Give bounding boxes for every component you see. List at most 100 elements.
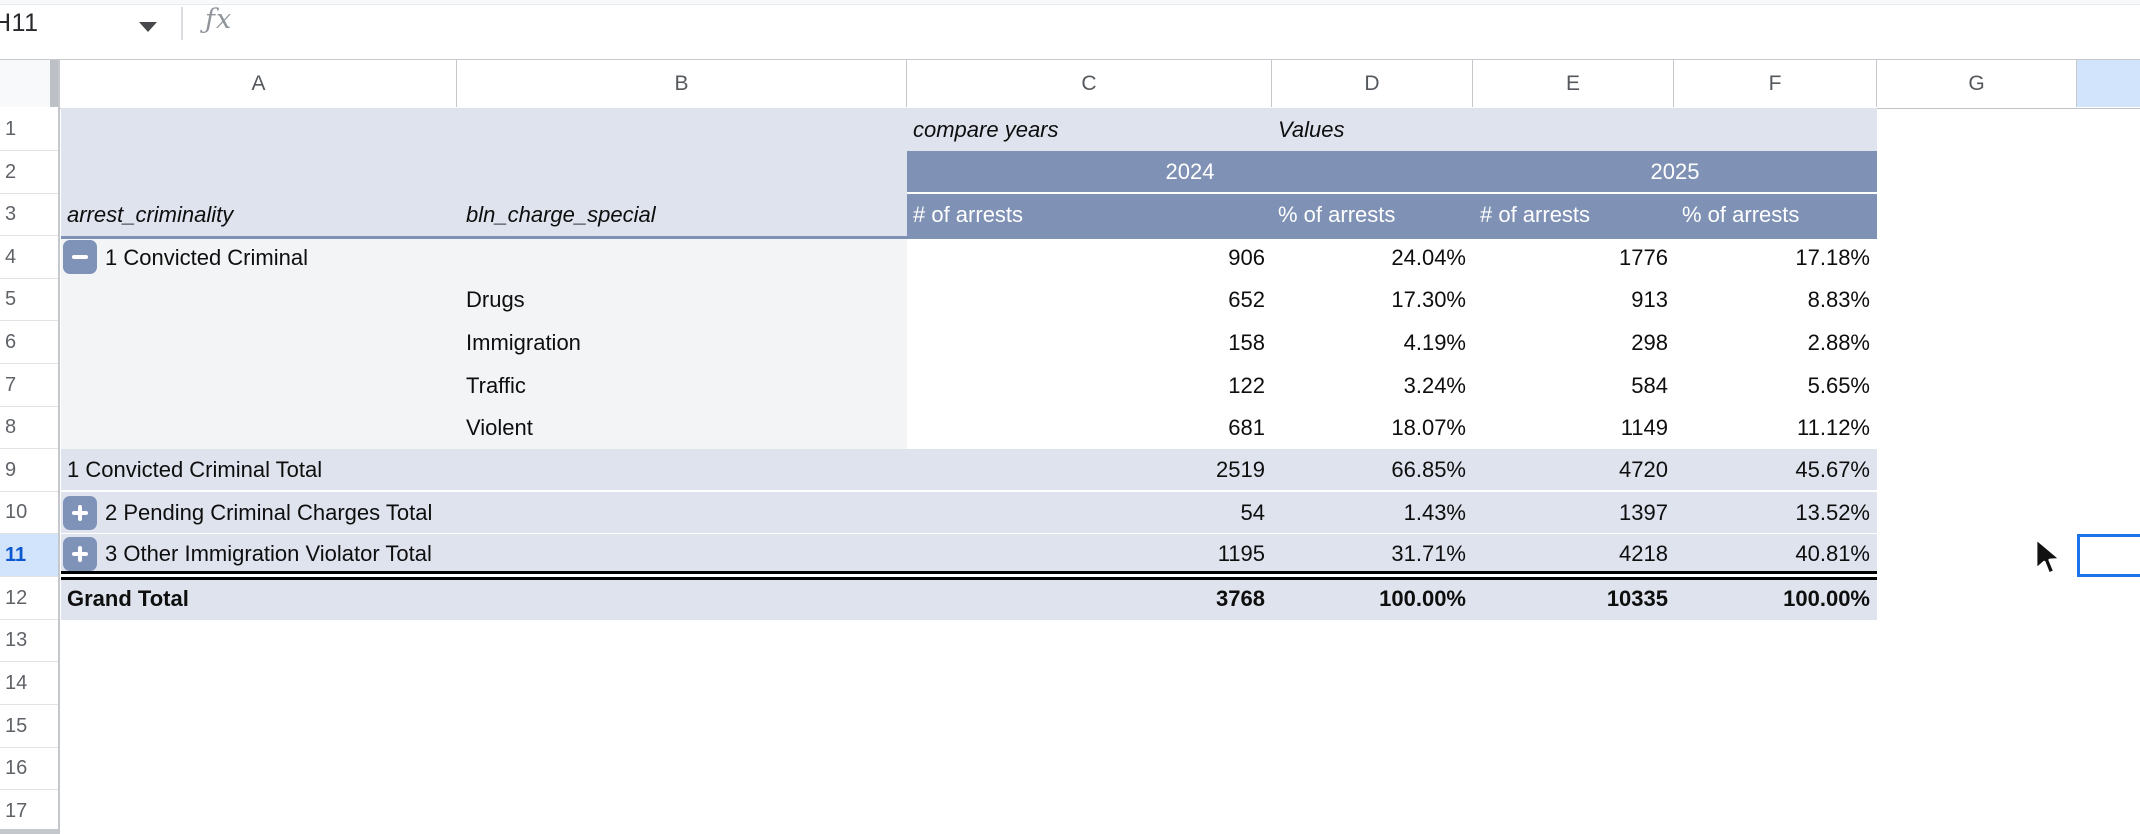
name-box-dropdown-icon[interactable] xyxy=(139,22,157,32)
cell-year-2025[interactable]: 2025 xyxy=(1650,158,1700,184)
cell-d6[interactable]: 4.19% xyxy=(1403,329,1466,355)
cell-d7[interactable]: 3.24% xyxy=(1403,372,1466,398)
row-header-8[interactable]: 8 xyxy=(0,407,58,449)
row-header-bottom-bar xyxy=(0,829,58,834)
column-header-e[interactable]: E xyxy=(1565,71,1580,95)
cell-a11-total-label[interactable]: 3 Other Immigration Violator Total xyxy=(105,540,432,566)
cell-b3-row-field[interactable]: bln_charge_special xyxy=(466,202,656,227)
cell-f10[interactable]: 13.52% xyxy=(1795,499,1870,525)
column-header-a[interactable]: A xyxy=(251,71,266,95)
minus-icon xyxy=(72,255,88,259)
column-separator xyxy=(456,60,457,107)
cell-d4[interactable]: 24.04% xyxy=(1391,244,1466,270)
cell-year-2024[interactable]: 2024 xyxy=(1165,158,1215,184)
cell-f6[interactable]: 2.88% xyxy=(1807,329,1870,355)
row-header-11-selected[interactable]: 11 xyxy=(0,534,58,577)
cell-c7[interactable]: 122 xyxy=(1228,372,1265,398)
cell-e11[interactable]: 4218 xyxy=(1619,540,1668,566)
cell-f3-value-header[interactable]: % of arrests xyxy=(1682,202,1800,227)
column-header-f[interactable]: F xyxy=(1768,71,1782,95)
row-header-9[interactable]: 9 xyxy=(0,449,58,492)
cell-a12-grand-total-label[interactable]: Grand Total xyxy=(67,586,189,611)
column-header-h-selected[interactable] xyxy=(2077,60,2140,107)
cell-e12[interactable]: 10335 xyxy=(1606,586,1668,611)
formula-bar-input[interactable] xyxy=(260,10,2060,40)
cell-c3-value-header[interactable]: # of arrests xyxy=(913,202,1024,227)
name-box[interactable]: H11 xyxy=(0,9,39,37)
cell-c12[interactable]: 3768 xyxy=(1216,586,1265,611)
row-header-1[interactable]: 1 xyxy=(0,108,58,151)
cell-a9-total-label[interactable]: 1 Convicted Criminal Total xyxy=(67,456,323,482)
toolbar-bottom-edge xyxy=(0,0,2140,5)
cell-e4[interactable]: 1776 xyxy=(1619,244,1668,270)
cell-e10[interactable]: 1397 xyxy=(1619,499,1668,525)
cell-d1-values-label[interactable]: Values xyxy=(1278,116,1345,142)
fx-icon: ƒx xyxy=(205,4,233,35)
column-separator xyxy=(1271,60,1272,107)
cell-f8[interactable]: 11.12% xyxy=(1797,415,1870,440)
row-header-15[interactable]: 15 xyxy=(0,705,58,748)
expand-button-group2[interactable] xyxy=(63,496,97,530)
column-header-d[interactable]: D xyxy=(1364,71,1380,95)
collapse-button-group1[interactable] xyxy=(63,240,97,274)
cell-a4-group-label[interactable]: 1 Convicted Criminal xyxy=(105,244,308,270)
row-header-13[interactable]: 13 xyxy=(0,620,58,662)
cell-f12[interactable]: 100.00% xyxy=(1783,586,1870,611)
cell-d10[interactable]: 1.43% xyxy=(1403,499,1466,525)
cell-b8[interactable]: Violent xyxy=(466,415,533,440)
pivot-row1-band xyxy=(907,108,1877,151)
cell-c9[interactable]: 2519 xyxy=(1216,456,1265,482)
cell-d8[interactable]: 18.07% xyxy=(1391,415,1466,440)
cell-f11[interactable]: 40.81% xyxy=(1795,540,1870,566)
column-header-b[interactable]: B xyxy=(674,71,689,95)
row-header-3[interactable]: 3 xyxy=(0,194,58,236)
column-separator xyxy=(1472,60,1473,107)
cell-a10-total-label[interactable]: 2 Pending Criminal Charges Total xyxy=(105,499,433,525)
cell-d3-value-header[interactable]: % of arrests xyxy=(1278,202,1396,227)
row-header-5[interactable]: 5 xyxy=(0,279,58,321)
expand-button-group3[interactable] xyxy=(63,537,97,571)
row-header-4[interactable]: 4 xyxy=(0,236,58,279)
cell-c5[interactable]: 652 xyxy=(1228,287,1265,312)
row-header-17[interactable]: 17 xyxy=(0,790,58,833)
cell-e3-value-header[interactable]: # of arrests xyxy=(1480,202,1591,227)
cell-c6[interactable]: 158 xyxy=(1228,329,1265,355)
cell-f4[interactable]: 17.18% xyxy=(1795,244,1870,270)
row-header-2[interactable]: 2 xyxy=(0,151,58,194)
cell-c4[interactable]: 906 xyxy=(1228,244,1265,270)
cell-f5[interactable]: 8.83% xyxy=(1807,287,1870,312)
row-header-7[interactable]: 7 xyxy=(0,364,58,407)
cell-d11[interactable]: 31.71% xyxy=(1391,540,1466,566)
cell-e7[interactable]: 584 xyxy=(1631,372,1668,398)
row-header-16[interactable]: 16 xyxy=(0,748,58,790)
cell-c1-filter-field[interactable]: compare years xyxy=(913,116,1059,142)
cell-f9[interactable]: 45.67% xyxy=(1795,456,1870,482)
cell-d12[interactable]: 100.00% xyxy=(1379,586,1466,611)
row-header-12[interactable]: 12 xyxy=(0,577,58,620)
cell-b5[interactable]: Drugs xyxy=(466,287,525,312)
column-separator xyxy=(906,60,907,107)
pivot-total-band-9 xyxy=(61,449,1877,490)
row-header-14[interactable]: 14 xyxy=(0,662,58,705)
cell-b6[interactable]: Immigration xyxy=(466,329,581,355)
cell-a3-row-field[interactable]: arrest_criminality xyxy=(67,202,234,227)
column-header-c[interactable]: C xyxy=(1081,71,1097,95)
cell-d5[interactable]: 17.30% xyxy=(1391,287,1466,312)
cell-e9[interactable]: 4720 xyxy=(1619,456,1668,482)
cell-d9[interactable]: 66.85% xyxy=(1391,456,1466,482)
cell-f7[interactable]: 5.65% xyxy=(1807,372,1870,398)
cell-b7[interactable]: Traffic xyxy=(466,372,526,398)
row-header-10[interactable]: 10 xyxy=(0,492,58,534)
select-all-corner[interactable] xyxy=(0,60,50,107)
pivot-total-band-11 xyxy=(61,534,1877,571)
column-header-g[interactable]: G xyxy=(1968,71,1985,95)
cell-e6[interactable]: 298 xyxy=(1631,329,1668,355)
cell-c8[interactable]: 681 xyxy=(1228,415,1265,440)
grand-total-double-border-top xyxy=(61,571,1877,574)
cell-c10[interactable]: 54 xyxy=(1240,499,1265,525)
cell-e8[interactable]: 1149 xyxy=(1620,415,1668,440)
cell-e5[interactable]: 913 xyxy=(1631,287,1668,312)
cell-c11[interactable]: 1195 xyxy=(1217,540,1265,566)
row-header-6[interactable]: 6 xyxy=(0,321,58,364)
